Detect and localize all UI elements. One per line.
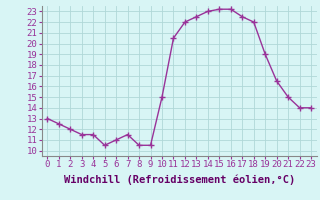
X-axis label: Windchill (Refroidissement éolien,°C): Windchill (Refroidissement éolien,°C): [64, 175, 295, 185]
